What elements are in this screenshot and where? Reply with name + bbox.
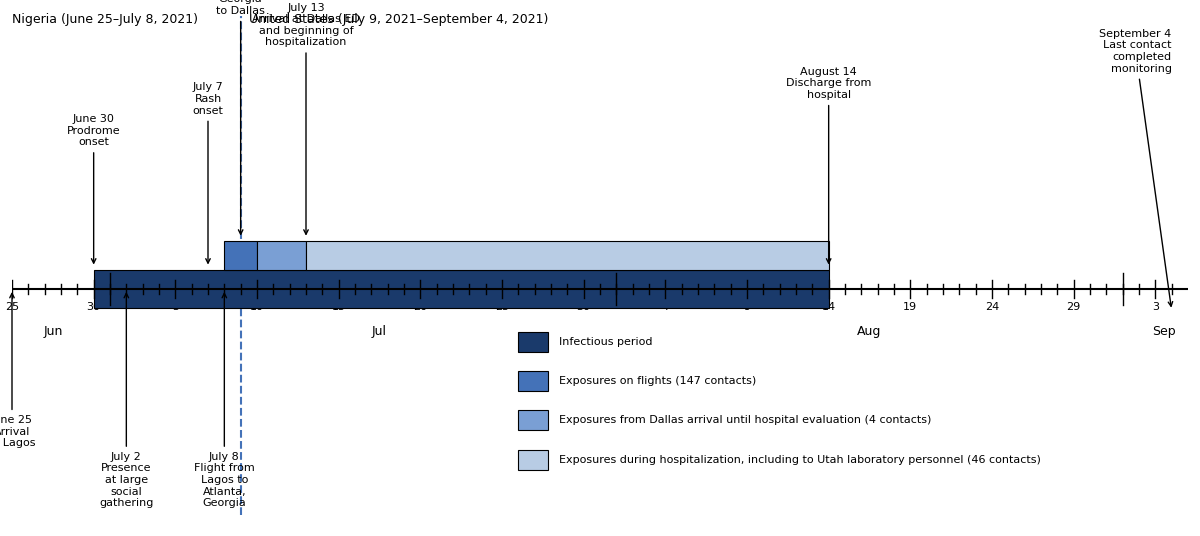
Text: 3: 3 bbox=[1152, 302, 1159, 312]
Text: 10: 10 bbox=[250, 302, 264, 312]
Text: Aug: Aug bbox=[857, 325, 882, 338]
Text: 30: 30 bbox=[86, 302, 101, 312]
Text: 9: 9 bbox=[744, 302, 750, 312]
Bar bbox=[518, 332, 547, 352]
Text: Exposures from Dallas arrival until hospital evaluation (4 contacts): Exposures from Dallas arrival until hosp… bbox=[559, 415, 931, 426]
Text: 5: 5 bbox=[172, 302, 179, 312]
Bar bbox=[518, 450, 547, 470]
Text: July 8
Flight from
Lagos to
Atlanta,
Georgia: July 8 Flight from Lagos to Atlanta, Geo… bbox=[194, 293, 254, 508]
Text: Nigeria (June 25–July 8, 2021): Nigeria (June 25–July 8, 2021) bbox=[12, 13, 198, 26]
Text: Sep: Sep bbox=[1152, 325, 1175, 338]
Text: 29: 29 bbox=[1067, 302, 1081, 312]
Text: 20: 20 bbox=[413, 302, 427, 312]
Text: June 30
Prodrome
onset: June 30 Prodrome onset bbox=[67, 114, 120, 263]
Text: Exposures on flights (147 contacts): Exposures on flights (147 contacts) bbox=[559, 376, 756, 386]
Text: July 13
Arrival at Dallas ED
and beginning of
hospitalization: July 13 Arrival at Dallas ED and beginni… bbox=[252, 3, 360, 234]
Text: July 7
Rash
onset: July 7 Rash onset bbox=[192, 83, 223, 263]
Bar bbox=[518, 371, 547, 391]
Text: 19: 19 bbox=[904, 302, 917, 312]
Text: 14: 14 bbox=[822, 302, 835, 312]
Text: Jul: Jul bbox=[372, 325, 386, 338]
Bar bbox=[94, 270, 829, 308]
Text: July 2
Presence
at large
social
gathering: July 2 Presence at large social gatherin… bbox=[100, 293, 154, 508]
Bar bbox=[306, 241, 829, 270]
Text: September 4
Last contact
completed
monitoring: September 4 Last contact completed monit… bbox=[1099, 29, 1172, 306]
Text: July 9
Flight
from
Atlanta,
Georgia
to Dallas: July 9 Flight from Atlanta, Georgia to D… bbox=[216, 0, 265, 234]
Text: 25: 25 bbox=[494, 302, 509, 312]
Text: 4: 4 bbox=[661, 302, 668, 312]
Bar bbox=[224, 241, 257, 270]
Text: 30: 30 bbox=[577, 302, 590, 312]
Text: United States (July 9, 2021–September 4, 2021): United States (July 9, 2021–September 4,… bbox=[248, 13, 548, 26]
Text: Exposures during hospitalization, including to Utah laboratory personnel (46 con: Exposures during hospitalization, includ… bbox=[559, 455, 1042, 465]
Text: August 14
Discharge from
hospital: August 14 Discharge from hospital bbox=[786, 66, 871, 263]
Bar bbox=[257, 241, 306, 270]
Text: 24: 24 bbox=[985, 302, 1000, 312]
Text: June 25
Arrival
in Lagos: June 25 Arrival in Lagos bbox=[0, 293, 35, 448]
Text: Jun: Jun bbox=[43, 325, 62, 338]
Text: 15: 15 bbox=[331, 302, 346, 312]
Text: Infectious period: Infectious period bbox=[559, 337, 653, 347]
Bar bbox=[518, 411, 547, 430]
Text: 25: 25 bbox=[5, 302, 19, 312]
